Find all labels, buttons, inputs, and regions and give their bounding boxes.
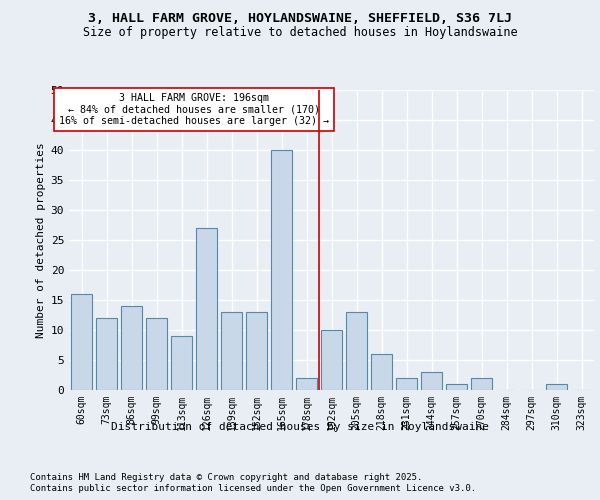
Bar: [421, 372, 442, 390]
Y-axis label: Number of detached properties: Number of detached properties: [37, 142, 46, 338]
Bar: [171, 336, 192, 390]
Text: 3, HALL FARM GROVE, HOYLANDSWAINE, SHEFFIELD, S36 7LJ: 3, HALL FARM GROVE, HOYLANDSWAINE, SHEFF…: [88, 12, 512, 26]
Bar: [196, 228, 217, 390]
Bar: [396, 378, 417, 390]
Bar: [221, 312, 242, 390]
Bar: [346, 312, 367, 390]
Text: Size of property relative to detached houses in Hoylandswaine: Size of property relative to detached ho…: [83, 26, 517, 39]
Bar: [296, 378, 317, 390]
Bar: [546, 384, 567, 390]
Bar: [321, 330, 342, 390]
Bar: [146, 318, 167, 390]
Text: Contains HM Land Registry data © Crown copyright and database right 2025.: Contains HM Land Registry data © Crown c…: [30, 472, 422, 482]
Bar: [446, 384, 467, 390]
Bar: [96, 318, 117, 390]
Bar: [371, 354, 392, 390]
Bar: [271, 150, 292, 390]
Text: Distribution of detached houses by size in Hoylandswaine: Distribution of detached houses by size …: [111, 422, 489, 432]
Bar: [71, 294, 92, 390]
Bar: [121, 306, 142, 390]
Bar: [471, 378, 492, 390]
Text: Contains public sector information licensed under the Open Government Licence v3: Contains public sector information licen…: [30, 484, 476, 493]
Bar: [246, 312, 267, 390]
Text: 3 HALL FARM GROVE: 196sqm
← 84% of detached houses are smaller (170)
16% of semi: 3 HALL FARM GROVE: 196sqm ← 84% of detac…: [59, 93, 329, 126]
